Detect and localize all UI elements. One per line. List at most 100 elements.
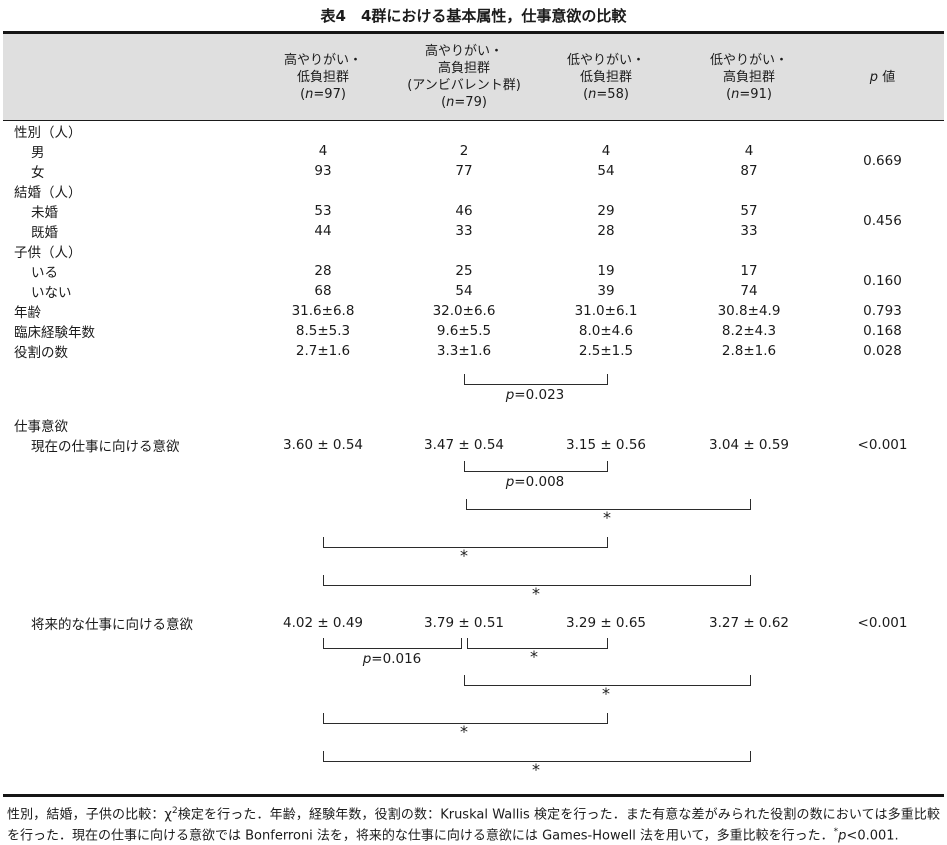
group2-n: (n=79) bbox=[441, 95, 487, 110]
group2-line2: 高負担群 bbox=[437, 61, 490, 76]
p-value-cell bbox=[821, 121, 944, 142]
value-cell bbox=[535, 181, 677, 201]
header-empty-cell bbox=[3, 32, 253, 121]
value-cell: 68 bbox=[314, 283, 332, 299]
sig-star: * bbox=[532, 584, 540, 603]
value-cell: 33 bbox=[740, 223, 758, 239]
value-cell: 9.6±5.5 bbox=[436, 323, 492, 339]
sig-zone-future: p=0.016 * * * * bbox=[0, 633, 947, 789]
p-value-cell: 0.793 bbox=[863, 303, 902, 319]
p-value-cell: 0.168 bbox=[863, 323, 902, 339]
row-roles-count: 役割の数 2.7±1.6 3.3±1.6 2.5±1.5 2.8±1.6 0.0… bbox=[3, 341, 944, 361]
value-cell bbox=[677, 415, 821, 435]
sig-p-label: p=0.023 bbox=[505, 387, 565, 403]
row-children-yes: いる 28 25 19 17 0.160 bbox=[3, 261, 944, 289]
p-value-cell: 0.456 bbox=[863, 213, 902, 229]
group1-line2: 低負担群 bbox=[296, 69, 349, 85]
sig-bracket-g2-g4 bbox=[464, 675, 751, 686]
footnote: 性別，結婚，子供の比較：χ2検定を行った．年齢，経験年数，役割の数：Kruska… bbox=[3, 794, 944, 845]
row-motivation-section: 仕事意欲 bbox=[3, 415, 944, 435]
value-cell: 87 bbox=[740, 163, 758, 179]
value-cell bbox=[393, 121, 535, 142]
row-sex-female: 女 93 77 54 87 bbox=[3, 161, 944, 181]
footnote-p: p bbox=[838, 828, 847, 844]
value-cell bbox=[393, 181, 535, 201]
row-married: 既婚 44 33 28 33 bbox=[3, 221, 944, 241]
sig-bracket-g1-g2 bbox=[323, 638, 462, 649]
row-children-section: 子供（人） bbox=[3, 241, 944, 261]
sig-p-label: p=0.008 bbox=[505, 474, 565, 490]
value-cell: 77 bbox=[455, 163, 473, 179]
row-label: 仕事意欲 bbox=[14, 419, 68, 435]
header-group-2: 高やりがい・ 高負担群 (アンビバレント群) (n=79) bbox=[393, 32, 535, 121]
row-label: 結婚（人） bbox=[14, 185, 82, 201]
sig-star: * bbox=[602, 684, 610, 703]
p-value-cell: 0.160 bbox=[863, 273, 902, 289]
value-cell bbox=[253, 241, 393, 261]
value-cell: 8.5±5.3 bbox=[295, 323, 351, 339]
value-cell: 2.7±1.6 bbox=[295, 343, 351, 359]
value-cell bbox=[535, 415, 677, 435]
group4-n: (n=91) bbox=[726, 86, 772, 102]
value-cell: 3.04 ± 0.59 bbox=[708, 437, 789, 453]
row-label: 男 bbox=[31, 145, 45, 161]
value-cell: 57 bbox=[740, 203, 758, 219]
value-cell: 44 bbox=[314, 223, 332, 239]
value-cell: 4.02 ± 0.49 bbox=[282, 615, 363, 631]
p-value-cell: 0.028 bbox=[863, 343, 902, 359]
footnote-text: 検定を行った．年齢，経験年数，役割の数：Kruskal Wallis 検定を行っ… bbox=[7, 807, 940, 844]
value-cell: 4 bbox=[744, 143, 754, 159]
sig-star: * bbox=[530, 647, 538, 666]
row-sex-male: 男 4 2 4 4 0.669 bbox=[3, 141, 944, 169]
sig-bracket-g1-g3 bbox=[323, 537, 608, 548]
value-cell: 54 bbox=[455, 283, 473, 299]
value-cell: 3.47 ± 0.54 bbox=[423, 437, 504, 453]
value-cell: 25 bbox=[455, 263, 473, 279]
sig-zone-current: p=0.008 * * * bbox=[0, 455, 947, 613]
value-cell: 3.79 ± 0.51 bbox=[423, 615, 504, 631]
group4-line1: 低やりがい・ bbox=[709, 52, 788, 68]
group3-n: (n=58) bbox=[583, 86, 629, 102]
group1-line1: 高やりがい・ bbox=[283, 52, 362, 68]
value-cell: 31.6±6.8 bbox=[291, 303, 355, 319]
footnote-text: 性別，結婚，子供の比較：χ bbox=[7, 807, 172, 823]
p-value-cell bbox=[821, 181, 944, 201]
value-cell bbox=[253, 415, 393, 435]
sig-bracket-g1-g3 bbox=[323, 713, 608, 724]
sig-p-label: p=0.016 bbox=[362, 651, 422, 667]
value-cell: 3.29 ± 0.65 bbox=[565, 615, 646, 631]
value-cell bbox=[677, 121, 821, 142]
value-cell: 2 bbox=[459, 143, 469, 159]
value-cell bbox=[535, 121, 677, 142]
row-marriage-section: 結婚（人） bbox=[3, 181, 944, 201]
value-cell: 4 bbox=[601, 143, 611, 159]
value-cell: 31.0±6.1 bbox=[574, 303, 638, 319]
value-cell: 3.27 ± 0.62 bbox=[708, 615, 789, 631]
value-cell: 32.0±6.6 bbox=[432, 303, 496, 319]
comparison-table: 高やりがい・ 低負担群 (n=97) 高やりがい・ 高負担群 (アンビバレント群… bbox=[3, 31, 944, 361]
sig-star: * bbox=[460, 722, 468, 741]
value-cell bbox=[393, 415, 535, 435]
sig-star: * bbox=[460, 546, 468, 565]
value-cell bbox=[677, 181, 821, 201]
row-sex-section: 性別（人） bbox=[3, 121, 944, 142]
row-label: 子供（人） bbox=[14, 245, 82, 261]
row-future-motivation: 将来的な仕事に向ける意欲 4.02 ± 0.49 3.79 ± 0.51 3.2… bbox=[3, 613, 944, 633]
sig-bracket-g2-g3 bbox=[464, 461, 608, 472]
value-cell: 17 bbox=[740, 263, 758, 279]
value-cell bbox=[677, 241, 821, 261]
p-value-cell: <0.001 bbox=[857, 615, 908, 631]
value-cell: 46 bbox=[455, 203, 473, 219]
value-cell: 4 bbox=[318, 143, 328, 159]
value-cell: 2.5±1.5 bbox=[578, 343, 634, 359]
row-label: いない bbox=[31, 285, 72, 301]
value-cell: 33 bbox=[455, 223, 473, 239]
value-cell: 3.60 ± 0.54 bbox=[282, 437, 363, 453]
header-row: 高やりがい・ 低負担群 (n=97) 高やりがい・ 高負担群 (アンビバレント群… bbox=[3, 32, 944, 121]
group3-line1: 低やりがい・ bbox=[566, 52, 645, 68]
value-cell: 3.15 ± 0.56 bbox=[565, 437, 646, 453]
sig-bracket-g1-g4 bbox=[323, 751, 751, 762]
row-label: 未婚 bbox=[31, 205, 58, 221]
p-value-cell: <0.001 bbox=[857, 437, 908, 453]
p-value-cell bbox=[821, 241, 944, 261]
